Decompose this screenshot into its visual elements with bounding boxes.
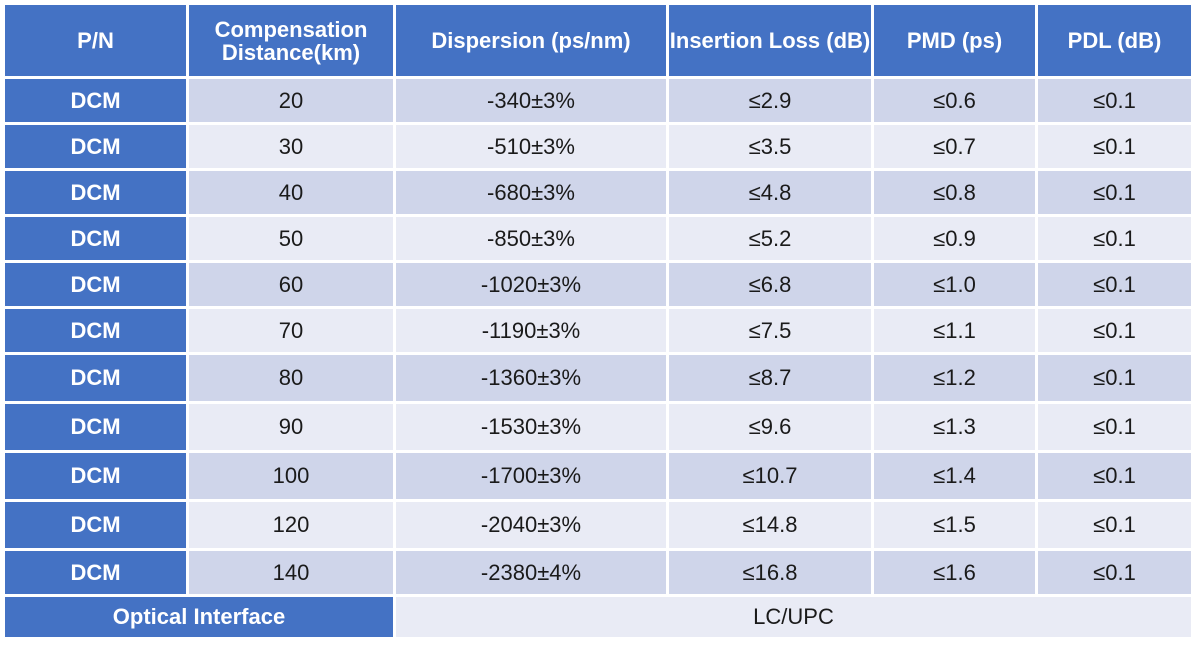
cell-pn: DCM	[5, 79, 186, 122]
cell-insertion-loss: ≤7.5	[669, 309, 871, 352]
cell-insertion-loss: ≤5.2	[669, 217, 871, 260]
cell-pn: DCM	[5, 309, 186, 352]
cell-dispersion: -680±3%	[396, 171, 666, 214]
footer-row: Optical Interface LC/UPC	[5, 597, 1191, 637]
cell-pdl: ≤0.1	[1038, 551, 1191, 594]
cell-pdl: ≤0.1	[1038, 263, 1191, 306]
table-row: DCM 140 -2380±4% ≤16.8 ≤1.6 ≤0.1	[5, 551, 1191, 594]
optical-interface-label: Optical Interface	[5, 597, 393, 637]
cell-pmd: ≤0.9	[874, 217, 1035, 260]
cell-dispersion: -340±3%	[396, 79, 666, 122]
cell-pn: DCM	[5, 551, 186, 594]
cell-dispersion: -1700±3%	[396, 453, 666, 499]
cell-dispersion: -510±3%	[396, 125, 666, 168]
table-row: DCM 80 -1360±3% ≤8.7 ≤1.2 ≤0.1	[5, 355, 1191, 401]
cell-dispersion: -1530±3%	[396, 404, 666, 450]
table-row: DCM 20 -340±3% ≤2.9 ≤0.6 ≤0.1	[5, 79, 1191, 122]
header-insertion-loss: Insertion Loss (dB)	[669, 5, 871, 76]
cell-distance: 100	[189, 453, 393, 499]
cell-pn: DCM	[5, 171, 186, 214]
cell-pn: DCM	[5, 217, 186, 260]
cell-pmd: ≤1.5	[874, 502, 1035, 548]
header-pmd: PMD (ps)	[874, 5, 1035, 76]
cell-insertion-loss: ≤6.8	[669, 263, 871, 306]
cell-dispersion: -2040±3%	[396, 502, 666, 548]
cell-distance: 30	[189, 125, 393, 168]
cell-distance: 70	[189, 309, 393, 352]
cell-pn: DCM	[5, 502, 186, 548]
cell-pmd: ≤1.0	[874, 263, 1035, 306]
cell-dispersion: -1190±3%	[396, 309, 666, 352]
cell-dispersion: -1020±3%	[396, 263, 666, 306]
header-row: P/N Compensation Distance(km) Dispersion…	[5, 5, 1191, 76]
cell-pn: DCM	[5, 404, 186, 450]
cell-insertion-loss: ≤16.8	[669, 551, 871, 594]
cell-pn: DCM	[5, 125, 186, 168]
cell-pdl: ≤0.1	[1038, 404, 1191, 450]
cell-pmd: ≤0.6	[874, 79, 1035, 122]
table-row: DCM 30 -510±3% ≤3.5 ≤0.7 ≤0.1	[5, 125, 1191, 168]
cell-pdl: ≤0.1	[1038, 217, 1191, 260]
cell-pdl: ≤0.1	[1038, 355, 1191, 401]
cell-insertion-loss: ≤8.7	[669, 355, 871, 401]
cell-insertion-loss: ≤3.5	[669, 125, 871, 168]
cell-pdl: ≤0.1	[1038, 309, 1191, 352]
cell-pn: DCM	[5, 453, 186, 499]
cell-insertion-loss: ≤2.9	[669, 79, 871, 122]
cell-pmd: ≤1.3	[874, 404, 1035, 450]
cell-insertion-loss: ≤10.7	[669, 453, 871, 499]
cell-pmd: ≤1.1	[874, 309, 1035, 352]
cell-dispersion: -2380±4%	[396, 551, 666, 594]
cell-distance: 20	[189, 79, 393, 122]
cell-pdl: ≤0.1	[1038, 171, 1191, 214]
table-row: DCM 40 -680±3% ≤4.8 ≤0.8 ≤0.1	[5, 171, 1191, 214]
header-pn: P/N	[5, 5, 186, 76]
cell-pmd: ≤0.7	[874, 125, 1035, 168]
cell-distance: 90	[189, 404, 393, 450]
cell-pn: DCM	[5, 263, 186, 306]
cell-pdl: ≤0.1	[1038, 79, 1191, 122]
table-row: DCM 100 -1700±3% ≤10.7 ≤1.4 ≤0.1	[5, 453, 1191, 499]
header-dispersion: Dispersion (ps/nm)	[396, 5, 666, 76]
cell-pmd: ≤1.4	[874, 453, 1035, 499]
cell-insertion-loss: ≤4.8	[669, 171, 871, 214]
table-row: DCM 120 -2040±3% ≤14.8 ≤1.5 ≤0.1	[5, 502, 1191, 548]
table-row: DCM 70 -1190±3% ≤7.5 ≤1.1 ≤0.1	[5, 309, 1191, 352]
cell-dispersion: -1360±3%	[396, 355, 666, 401]
cell-distance: 80	[189, 355, 393, 401]
cell-pmd: ≤0.8	[874, 171, 1035, 214]
cell-pdl: ≤0.1	[1038, 453, 1191, 499]
table-row: DCM 90 -1530±3% ≤9.6 ≤1.3 ≤0.1	[5, 404, 1191, 450]
optical-interface-value: LC/UPC	[396, 597, 1191, 637]
table-row: DCM 50 -850±3% ≤5.2 ≤0.9 ≤0.1	[5, 217, 1191, 260]
cell-pdl: ≤0.1	[1038, 125, 1191, 168]
cell-distance: 40	[189, 171, 393, 214]
cell-distance: 120	[189, 502, 393, 548]
cell-distance: 50	[189, 217, 393, 260]
cell-insertion-loss: ≤9.6	[669, 404, 871, 450]
header-distance: Compensation Distance(km)	[189, 5, 393, 76]
cell-pn: DCM	[5, 355, 186, 401]
header-pdl: PDL (dB)	[1038, 5, 1191, 76]
cell-pdl: ≤0.1	[1038, 502, 1191, 548]
cell-pmd: ≤1.2	[874, 355, 1035, 401]
cell-dispersion: -850±3%	[396, 217, 666, 260]
cell-distance: 140	[189, 551, 393, 594]
cell-distance: 60	[189, 263, 393, 306]
table-row: DCM 60 -1020±3% ≤6.8 ≤1.0 ≤0.1	[5, 263, 1191, 306]
cell-insertion-loss: ≤14.8	[669, 502, 871, 548]
cell-pmd: ≤1.6	[874, 551, 1035, 594]
